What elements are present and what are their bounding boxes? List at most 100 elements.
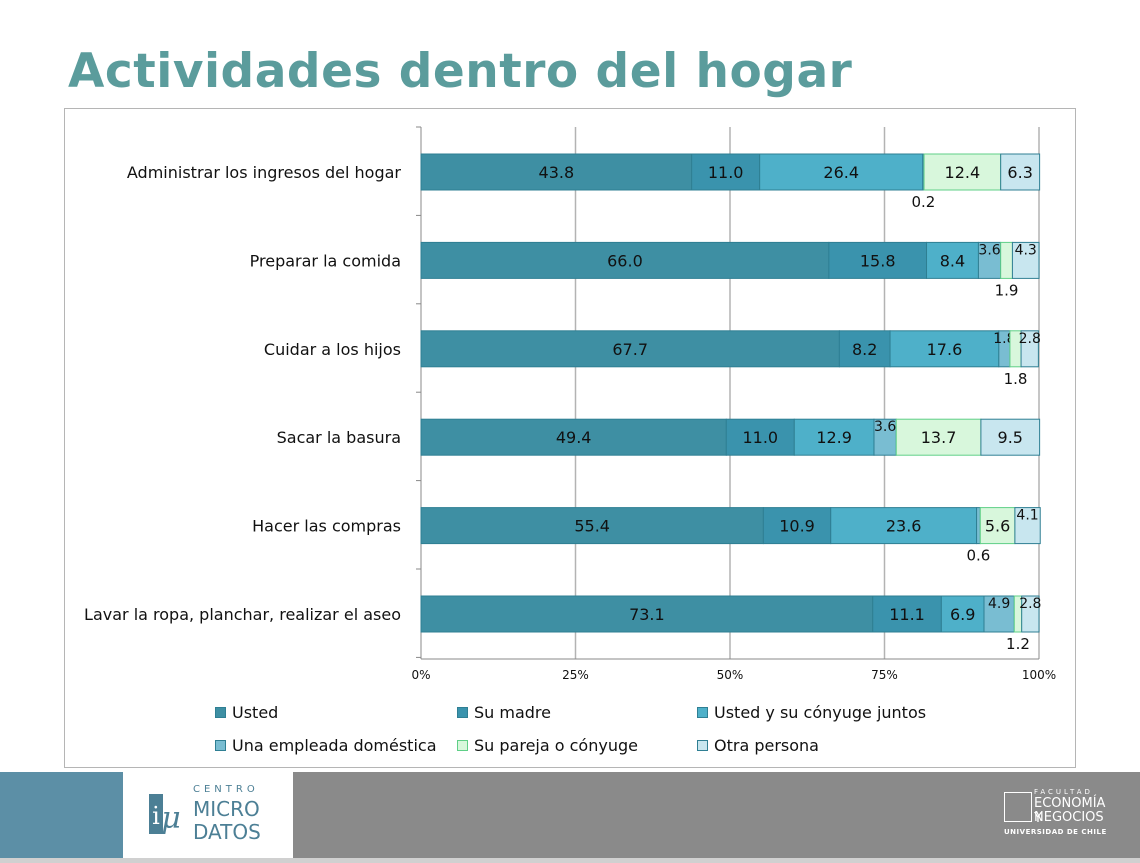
bar-segment [793, 418, 875, 456]
data-label: 49.4 [556, 428, 592, 447]
x-tick-label: 50% [717, 668, 744, 682]
bar-segment [725, 418, 795, 456]
data-label: 4.9 [988, 596, 1010, 612]
data-label: 11.1 [889, 605, 925, 624]
x-tick-label: 100% [1022, 668, 1056, 682]
page-title: Actividades dentro del hogar [68, 44, 853, 99]
footer-bottom-line [0, 858, 1140, 863]
data-label: 3.6 [874, 419, 896, 435]
data-label: 11.0 [708, 163, 744, 182]
bar-segment [895, 418, 982, 456]
bar-segment [691, 153, 761, 191]
data-label: 43.8 [539, 163, 575, 182]
bar-segment [828, 241, 928, 279]
data-label: 5.6 [985, 517, 1010, 536]
fen-logo-negocios: NEGOCIOS [1034, 810, 1104, 825]
data-label: 67.7 [612, 340, 648, 359]
data-label: 1.8 [1004, 370, 1028, 388]
data-label: 1.9 [995, 281, 1019, 299]
footer-gray-bar [293, 772, 1140, 858]
bar-segment [979, 507, 1016, 545]
data-label: 4.3 [1015, 242, 1037, 258]
legend-item: Una empleada doméstica [215, 736, 437, 755]
legend-swatch [457, 740, 468, 751]
bar-segment [926, 241, 979, 279]
data-label: 2.8 [1019, 596, 1041, 612]
data-label: 23.6 [886, 517, 922, 536]
bar-segment [1000, 241, 1013, 279]
category-label: Sacar la basura [277, 428, 401, 447]
legend-item: Usted [215, 703, 278, 722]
x-tick-label: 25% [562, 668, 589, 682]
data-label: 26.4 [823, 163, 859, 182]
bar-segment [420, 153, 693, 191]
data-label: 1.2 [1006, 635, 1030, 653]
category-label: Cuidar a los hijos [264, 340, 401, 359]
bar-segment [1014, 507, 1041, 545]
university-crest-icon [1004, 792, 1032, 822]
data-label: 6.9 [950, 605, 975, 624]
legend-label: Usted [232, 703, 279, 722]
bar-segment [1011, 241, 1040, 279]
bar-segment [762, 507, 832, 545]
chart-panel: 0% 25% 50% 75% 100% Administrar los ingresos … [64, 108, 1076, 768]
legend-label: Otra persona [714, 736, 819, 755]
data-label: 2.8 [1019, 331, 1041, 347]
category-label: Lavar la ropa, planchar, realizar el ase… [84, 605, 401, 624]
bar-segment [420, 241, 830, 279]
svg-text:i: i [152, 802, 160, 830]
data-label: 17.6 [927, 340, 963, 359]
bar-segment [830, 507, 978, 545]
bar-segment [420, 595, 874, 633]
centro-microdatos-logo: i μ CENTRO MICRO DATOS [123, 772, 293, 858]
bar-segment [838, 330, 891, 368]
svg-text:μ: μ [161, 801, 181, 836]
legend-swatch [697, 740, 708, 751]
legend-label: Usted y su cónyuge juntos [714, 703, 927, 722]
data-label: 0.6 [967, 547, 991, 565]
data-label: 55.4 [574, 517, 610, 536]
legend-swatch [215, 707, 226, 718]
bar-segment [976, 507, 981, 545]
data-label: 66.0 [607, 251, 643, 270]
fen-logo-facultad: FACULTAD [1034, 788, 1093, 796]
data-label: 73.1 [629, 605, 665, 624]
category-label: Hacer las compras [252, 517, 401, 536]
fen-logo-economia: ECONOMÍA Y [1034, 796, 1106, 826]
legend-label: Una empleada doméstica [232, 736, 437, 755]
microdatos-mark-icon: i μ [149, 794, 181, 836]
bar-segment [980, 418, 1041, 456]
legend-label: Su madre [474, 703, 551, 722]
category-label: Administrar los ingresos del hogar [127, 163, 402, 182]
bar-segment [872, 595, 942, 633]
legend-swatch [215, 740, 226, 751]
bar-segment [1000, 153, 1041, 191]
bar-segment [420, 418, 727, 456]
data-label: 4.1 [1016, 508, 1038, 524]
bar-segment [1020, 330, 1039, 368]
legend-item: Otra persona [697, 736, 819, 755]
x-tick-label: 0% [411, 668, 430, 682]
legend-label: Su pareja o cónyuge [474, 736, 638, 755]
data-label: 3.6 [978, 242, 1000, 258]
logo-text-micro: MICRO [193, 797, 260, 821]
data-label: 9.5 [998, 428, 1023, 447]
x-tick-label: 75% [871, 668, 898, 682]
data-label: 12.9 [816, 428, 852, 447]
data-label: 11.0 [742, 428, 778, 447]
stacked-bar-chart: 0% 25% 50% 75% 100% Administrar los ingresos … [84, 126, 1056, 682]
data-label: 8.2 [852, 340, 877, 359]
logo-text-centro: CENTRO [193, 784, 259, 795]
legend-item: Su madre [457, 703, 551, 722]
data-label: 6.3 [1007, 163, 1032, 182]
legend-swatch [697, 707, 708, 718]
bar-segment [759, 153, 924, 191]
bar-segment [1021, 595, 1040, 633]
data-label: 8.4 [940, 251, 965, 270]
fen-logo: FACULTAD ECONOMÍA Y NEGOCIOS UNIVERSIDAD… [1004, 782, 1110, 844]
footer-accent-bar [0, 772, 123, 858]
bar-segment [940, 595, 985, 633]
data-label: 12.4 [945, 163, 981, 182]
legend-item: Su pareja o cónyuge [457, 736, 638, 755]
bar-segment [923, 153, 1002, 191]
